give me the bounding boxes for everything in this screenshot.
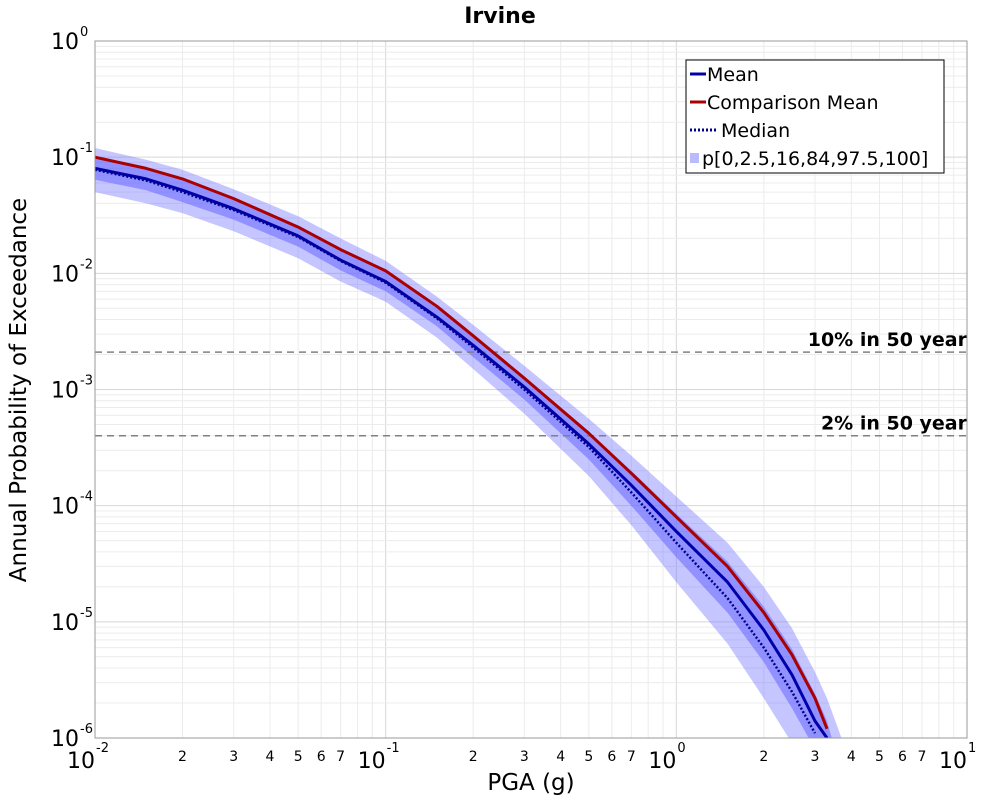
x-minor-tick-label: 4 (847, 749, 856, 765)
x-minor-tick-label: 4 (556, 749, 565, 765)
y-tick-base: 10 (51, 30, 79, 55)
x-minor-tick-label: 3 (811, 749, 820, 765)
x-tick-exponent: -1 (387, 741, 400, 756)
legend-label: Mean (707, 64, 759, 86)
y-tick-label: 10 0 (51, 25, 88, 55)
legend-item: Comparison Mean (690, 92, 879, 114)
x-minor-tick-label: 5 (584, 749, 593, 765)
y-tick-label: 10 -3 (51, 374, 93, 404)
y-tick-base: 10 (51, 611, 79, 636)
y-tick-exponent: -2 (80, 257, 93, 272)
x-minor-tick-label: 2 (759, 749, 768, 765)
y-tick-exponent: -3 (80, 374, 93, 389)
percentile-bands (95, 148, 842, 738)
y-tick-exponent: -5 (80, 606, 93, 621)
y-tick-exponent: -4 (80, 490, 93, 505)
x-tick-base: 10 (648, 749, 676, 774)
legend-item: Median (690, 120, 790, 142)
legend-swatch (690, 153, 699, 163)
legend: Mean Comparison Mean Median p[0,2.5,16,84,9… (685, 59, 945, 174)
x-minor-tick-label: 6 (317, 749, 326, 765)
y-tick-exponent: -1 (80, 141, 93, 156)
y-tick-exponent: 0 (80, 25, 88, 40)
x-minor-tick-label: 7 (336, 749, 345, 765)
x-tick-label: 101 (939, 741, 976, 774)
y-tick-label: 10 -5 (51, 606, 93, 636)
series-line-comparison-mean (95, 155, 829, 730)
x-tick-base: 10 (67, 749, 95, 774)
percentile-band-outer (95, 148, 842, 738)
legend-label: Comparison Mean (707, 92, 879, 114)
x-minor-tick-label: 5 (294, 749, 303, 765)
reference-line-label-1: 10% in 50 year (808, 329, 968, 351)
x-minor-tick-label: 7 (918, 749, 927, 765)
legend-label: p[0,2.5,16,84,97.5,100] (702, 148, 928, 170)
legend-box (685, 59, 945, 174)
y-tick-base: 10 (51, 727, 79, 752)
x-minor-tick-label: 6 (898, 749, 907, 765)
x-minor-tick-label: 7 (627, 749, 636, 765)
chart-title: Irvine (464, 4, 536, 29)
legend-item: Mean (690, 64, 759, 86)
y-tick-base: 10 (51, 379, 79, 404)
x-minor-tick-label: 2 (178, 749, 187, 765)
x-minor-tick-label: 3 (229, 749, 238, 765)
x-minor-tick-label: 4 (266, 749, 275, 765)
y-tick-label: 10 -2 (51, 257, 93, 287)
y-tick-base: 10 (51, 146, 79, 171)
series-line-mean (95, 166, 829, 738)
x-tick-base: 10 (939, 749, 967, 774)
y-tick-label: 10 -1 (51, 141, 93, 171)
legend-item: p[0,2.5,16,84,97.5,100] (690, 148, 928, 170)
plot-frame (94, 40, 968, 739)
x-minor-tick-label: 6 (607, 749, 616, 765)
x-tick-exponent: -2 (96, 741, 109, 756)
y-tick-label: 10 -6 (51, 722, 93, 752)
x-tick-label: 10-2 (67, 741, 109, 774)
x-axis-title: PGA (g) (487, 770, 574, 796)
reference-line-label-2: 2% in 50 year (821, 413, 968, 435)
x-tick-base: 10 (358, 749, 386, 774)
y-axis-title: Annual Probability of Exceedance (6, 198, 32, 582)
x-minor-tick-label: 3 (520, 749, 529, 765)
x-minor-tick-label: 5 (875, 749, 884, 765)
y-tick-exponent: -6 (80, 722, 93, 737)
series-line-median (95, 168, 817, 734)
x-tick-exponent: 0 (677, 741, 685, 756)
y-tick-base: 10 (51, 262, 79, 287)
x-tick-label: 10-1 (358, 741, 400, 774)
x-tick-exponent: 1 (968, 741, 976, 756)
y-tick-base: 10 (51, 495, 79, 520)
x-minor-tick-label: 2 (469, 749, 478, 765)
series-lines (95, 155, 829, 738)
legend-label: Median (721, 120, 790, 142)
y-tick-label: 10 -4 (51, 490, 93, 520)
x-tick-label: 100 (648, 741, 685, 774)
